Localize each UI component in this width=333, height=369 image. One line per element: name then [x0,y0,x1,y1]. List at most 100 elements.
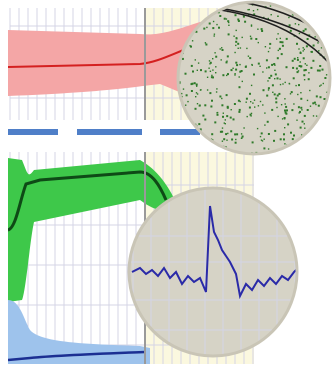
scatter-point [242,15,245,18]
scatter-point [295,6,298,9]
scatter-point [211,74,213,77]
scatter-point [227,73,229,76]
magnifier-b-disc [129,188,297,356]
scatter-point [328,123,330,125]
scatter-point [212,27,215,30]
scatter-point [279,138,282,141]
scatter-point [216,88,218,90]
scatter-point [255,38,258,40]
scatter-point [196,6,199,9]
scatter-point [249,57,252,60]
scatter-point [237,42,240,45]
scatter-point [300,106,303,109]
scatter-point [212,69,214,71]
scatter-point [226,115,229,118]
scatter-point [247,9,249,11]
scatter-point [289,29,292,32]
scatter-point [299,61,301,63]
scatter-point [267,89,270,91]
magnifier-lens-icon [127,186,299,358]
scatter-point [205,43,208,46]
scatter-point [230,109,232,111]
scatter-point [196,69,198,71]
scatter-point [253,73,255,76]
scatter-point [284,143,286,145]
scatter-point [283,138,285,141]
scatter-point [281,44,284,47]
scatter-point [301,134,303,136]
scatter-point [285,66,288,69]
scatter-point [295,8,297,11]
scatter-point [256,8,259,11]
scatter-point [313,138,316,141]
scatter-point [279,37,281,40]
scatter-point [190,90,193,92]
scatter-point [310,66,313,69]
scatter-point [206,76,209,78]
scatter-point [215,55,218,58]
scatter-point [294,23,297,25]
scatter-point [212,20,215,23]
scatter-point [284,109,286,112]
scatter-point [303,139,306,142]
scatter-point [238,86,241,89]
scatter-point [296,58,299,61]
scatter-point [293,57,296,60]
scatter-point [276,57,279,60]
scatter-point [270,74,273,77]
green-line [8,170,168,232]
scatter-point [221,104,224,107]
scatter-point [204,70,207,73]
scatter-point [253,13,256,16]
scatter-point [223,17,226,20]
scatter-point [216,111,219,114]
scatter-point [300,97,303,100]
scatter-point [328,138,330,140]
scatter-point [206,26,208,29]
scatter-point [304,69,307,71]
scatter-point [209,92,212,95]
scatter-point [195,142,198,145]
scatter-point [293,103,295,105]
scatter-point [261,140,264,142]
scatter-point [252,102,254,104]
scatter-point [325,148,327,150]
scatter-point [274,78,276,80]
scatter-point [300,92,302,94]
scatter-point [290,131,292,134]
scatter-point [273,139,275,142]
scatter-point [237,99,240,102]
scatter-point [238,108,241,111]
scatter-point [297,106,300,109]
scatter-point [209,70,212,72]
scatter-point [313,101,316,104]
scatter-point [195,92,198,94]
scatter-point [262,104,264,106]
scatter-point [259,100,262,103]
scatter-point [306,109,309,111]
scatter-point [261,30,264,32]
scatter-point [326,91,328,93]
scatter-point [212,76,214,79]
scatter-point [232,118,235,121]
scatter-point [195,30,198,33]
scatter-point [325,74,328,76]
scatter-point [210,105,213,108]
scatter-point [302,57,305,60]
scatter-point [315,95,318,98]
scatter-point [285,105,288,108]
scatter-point [191,40,194,42]
scatter-point [303,114,306,117]
scatter-point [307,78,310,81]
scatter-point [245,101,247,103]
scatter-point [292,77,295,80]
scatter-point [239,63,241,66]
scatter-point [266,120,269,123]
scatter-point [298,153,301,154]
scatter-point [256,127,259,130]
scatter-point [309,105,312,107]
scatter-point [279,83,282,86]
scatter-point [291,138,294,141]
scatter-point [228,21,230,24]
scatter-point [309,142,312,145]
